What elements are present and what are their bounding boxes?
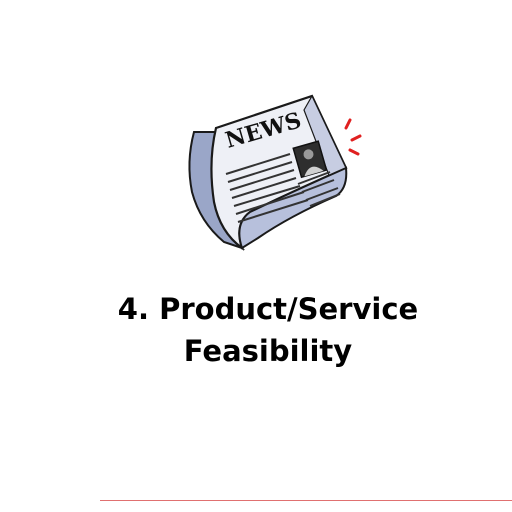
newspaper-icon: NEWS	[180, 92, 364, 252]
title-line-2: Feasibility	[0, 330, 512, 372]
footer-divider	[100, 500, 512, 501]
title-line-1: 4. Product/Service	[0, 288, 512, 330]
slide-title: 4. Product/Service Feasibility	[0, 288, 512, 372]
alert-marks	[346, 120, 360, 154]
